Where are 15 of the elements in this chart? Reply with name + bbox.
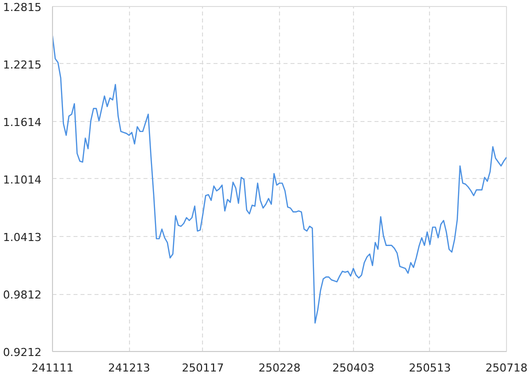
y-tick-label: 1.2215 xyxy=(3,58,42,72)
x-tick-label: 250403 xyxy=(332,362,374,374)
y-tick-label: 1.0413 xyxy=(3,231,42,244)
x-tick-label: 241213 xyxy=(108,362,150,374)
y-tick-label: 0.9212 xyxy=(3,346,42,359)
x-tick-label: 250228 xyxy=(258,362,301,374)
line-series xyxy=(52,35,506,324)
x-tick-label: 250513 xyxy=(408,362,451,374)
x-tick-label: 250117 xyxy=(182,362,224,374)
y-tick-label: 1.1014 xyxy=(3,173,42,186)
y-tick-label: 1.2815 xyxy=(3,1,42,14)
y-tick-label: 0.9812 xyxy=(3,288,42,302)
x-tick-label: 250718 xyxy=(486,362,528,374)
y-tick-label: 1.1614 xyxy=(3,116,42,129)
x-tick-label: 241111 xyxy=(32,362,74,374)
